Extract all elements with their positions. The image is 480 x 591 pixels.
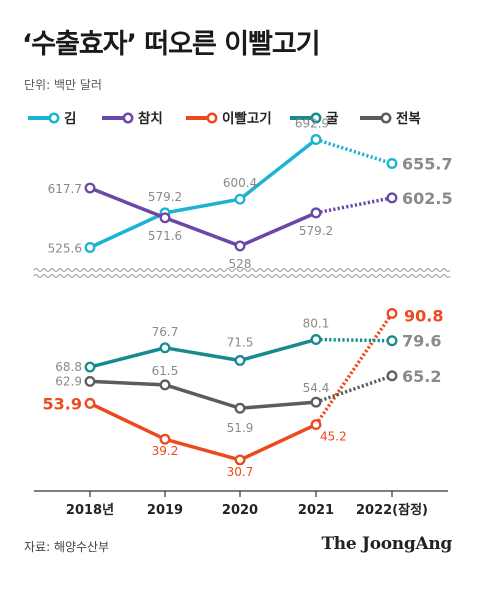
legend-label: 참치 <box>138 110 163 127</box>
chart-title: ‘수출효자’ 떠오른 이빨고기 <box>22 29 321 60</box>
data-point <box>310 134 322 145</box>
data-point <box>386 192 398 204</box>
legend-marker <box>48 112 60 124</box>
series-1 <box>84 182 398 252</box>
series-line-dotted <box>315 374 393 404</box>
legend-label: 이빨고기 <box>222 110 272 127</box>
data-label: 79.6 <box>402 332 441 351</box>
x-tick-label: 2018년 <box>66 503 114 518</box>
data-point <box>234 454 246 466</box>
data-label: 579.2 <box>148 190 182 204</box>
series-2 <box>84 307 398 466</box>
series-4 <box>84 370 398 414</box>
legend-item-4: 전복 <box>360 110 421 127</box>
legend-item-3: 굴 <box>290 111 339 127</box>
data-labels: 525.6 579.2 600.4 692.9 655.7 617.7 571.6 528 57… <box>43 116 453 478</box>
data-point <box>386 307 398 319</box>
series-0 <box>84 134 398 253</box>
data-label: 600.4 <box>223 176 257 190</box>
break-line-1 <box>33 273 451 279</box>
data-point <box>234 402 246 414</box>
data-label: 571.6 <box>148 229 182 243</box>
data-label: 51.9 <box>227 421 254 435</box>
data-label: 602.5 <box>402 189 453 208</box>
data-point <box>386 370 398 382</box>
data-label: 39.2 <box>152 444 179 458</box>
series-line-dotted <box>315 337 393 343</box>
legend-marker <box>206 112 218 124</box>
series-line-solid <box>89 379 317 410</box>
legend-marker <box>122 112 134 124</box>
series-line-solid <box>89 186 317 248</box>
series-line-dotted <box>315 196 393 215</box>
data-point <box>310 419 322 431</box>
data-label: 53.9 <box>43 394 82 413</box>
data-label: 655.7 <box>402 155 453 174</box>
legend-label: 전복 <box>396 110 421 127</box>
data-label: 617.7 <box>48 182 82 196</box>
data-label: 54.4 <box>303 381 330 395</box>
data-point <box>159 433 171 445</box>
series-line-dotted <box>314 312 394 426</box>
data-point <box>84 397 96 409</box>
legend-item-2: 이빨고기 <box>186 110 272 127</box>
data-point <box>84 361 96 373</box>
data-point <box>159 212 171 224</box>
series-line-solid <box>89 337 317 369</box>
series-lines <box>84 134 398 466</box>
data-label: 692.9 <box>295 116 329 130</box>
legend-marker <box>310 112 322 124</box>
data-label: 528 <box>229 257 252 271</box>
data-point <box>84 375 96 387</box>
data-point <box>234 355 246 366</box>
data-point <box>310 334 322 345</box>
x-tick-label: 2022(잠정) <box>356 502 428 518</box>
data-label: 65.2 <box>402 367 441 386</box>
data-point <box>310 396 322 408</box>
series-line-dotted <box>315 137 393 166</box>
data-label: 68.8 <box>55 360 82 374</box>
data-point <box>234 193 246 205</box>
data-point <box>84 242 96 253</box>
series-3 <box>84 334 398 373</box>
x-tick-label: 2021 <box>298 503 334 518</box>
series-line-solid <box>89 138 318 250</box>
legend: 김 참치 이빨고기 굴 전복 <box>28 110 421 127</box>
data-label: 62.9 <box>55 374 82 388</box>
data-label: 90.8 <box>404 306 443 325</box>
data-point <box>234 240 246 252</box>
data-label: 71.5 <box>227 335 254 349</box>
series-line-solid <box>89 401 317 462</box>
unit-label: 단위: 백만 달러 <box>24 78 102 92</box>
brand-logo: The JoongAng <box>321 534 452 554</box>
data-label: 45.2 <box>320 430 347 444</box>
data-label: 76.7 <box>152 325 179 339</box>
x-axis: 2018년 2019 2020 2021 2022(잠정) <box>34 490 448 518</box>
data-point <box>386 158 398 169</box>
x-tick-label: 2020 <box>222 503 258 518</box>
legend-marker <box>380 112 392 124</box>
data-point <box>84 182 96 194</box>
legend-item-0: 김 <box>28 111 76 127</box>
x-tick-label: 2019 <box>147 503 183 518</box>
legend-label: 굴 <box>326 111 339 127</box>
data-label: 30.7 <box>227 465 254 479</box>
axis-break <box>33 267 451 279</box>
data-label: 80.1 <box>303 317 330 331</box>
data-point <box>159 342 171 354</box>
legend-item-1: 참치 <box>102 110 163 127</box>
data-point <box>159 379 171 391</box>
data-label: 525.6 <box>48 241 82 255</box>
source-note: 자료: 해양수산부 <box>24 540 110 554</box>
legend-label: 김 <box>64 111 76 127</box>
data-point <box>386 335 398 347</box>
data-point <box>310 207 322 219</box>
break-line-0 <box>33 267 451 273</box>
data-label: 579.2 <box>299 224 333 238</box>
data-label: 61.5 <box>152 364 179 378</box>
